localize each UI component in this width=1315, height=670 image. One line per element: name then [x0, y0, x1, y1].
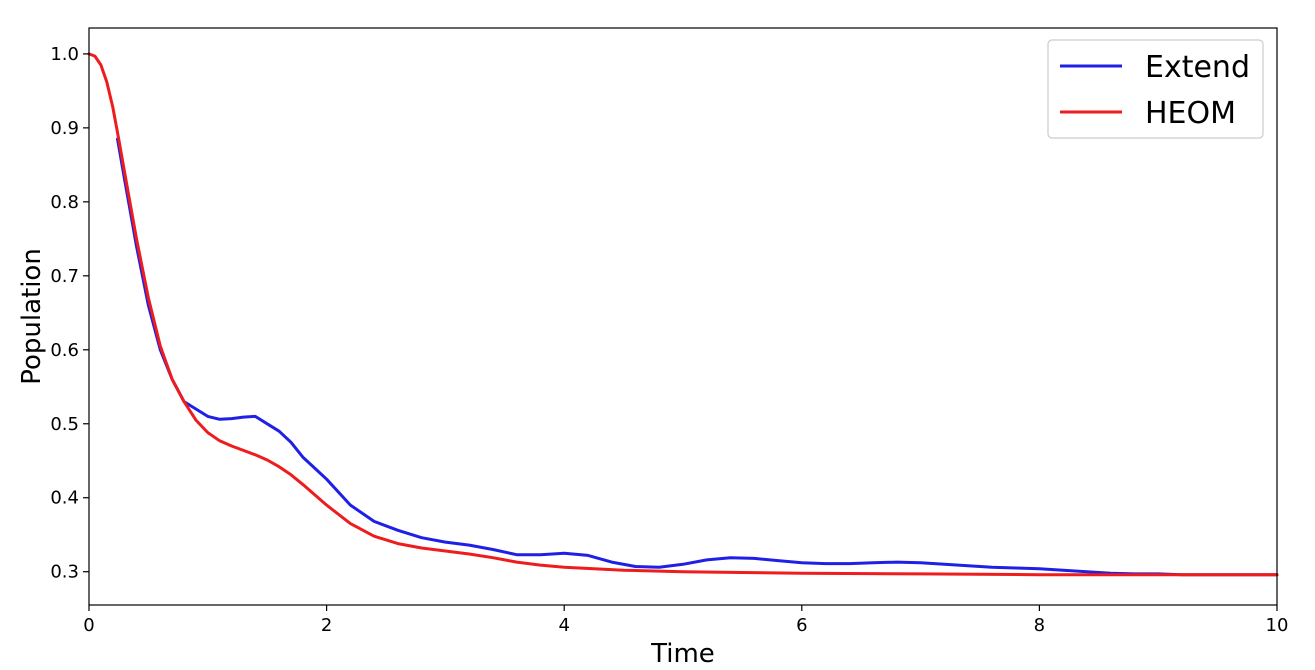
plot-frame: [88, 27, 1278, 606]
x-axis-label: Time: [650, 639, 715, 669]
y-axis-label: Population: [17, 248, 47, 385]
legend-label-extend: Extend: [1145, 50, 1250, 85]
y-tick-label: 0.9: [50, 118, 79, 139]
y-tick-label: 0.8: [50, 192, 79, 213]
y-tick-label: 0.3: [50, 562, 79, 583]
y-tick-label: 1.0: [50, 44, 79, 65]
series-line-extend: [116, 137, 1279, 577]
y-tick-label: 0.4: [50, 488, 79, 509]
x-tick-label: 4: [558, 615, 569, 636]
x-tick-label: 0: [83, 615, 94, 636]
x-axis: 0 2 4 6 8 10: [83, 605, 1288, 636]
y-tick-label: 0.7: [50, 266, 79, 287]
y-axis: 0.3 0.4 0.5 0.6 0.7 0.8 0.9 1.0: [50, 44, 89, 583]
legend: Extend HEOM: [1047, 39, 1264, 139]
series-layer: [87, 52, 1279, 577]
x-tick-label: 2: [321, 615, 332, 636]
series-line-heom: [87, 52, 1279, 577]
y-tick-label: 0.6: [50, 340, 79, 361]
x-tick-label: 8: [1034, 615, 1045, 636]
y-tick-label: 0.5: [50, 414, 79, 435]
legend-label-heom: HEOM: [1145, 96, 1236, 131]
x-tick-label: 10: [1266, 615, 1289, 636]
x-tick-label: 6: [796, 615, 807, 636]
